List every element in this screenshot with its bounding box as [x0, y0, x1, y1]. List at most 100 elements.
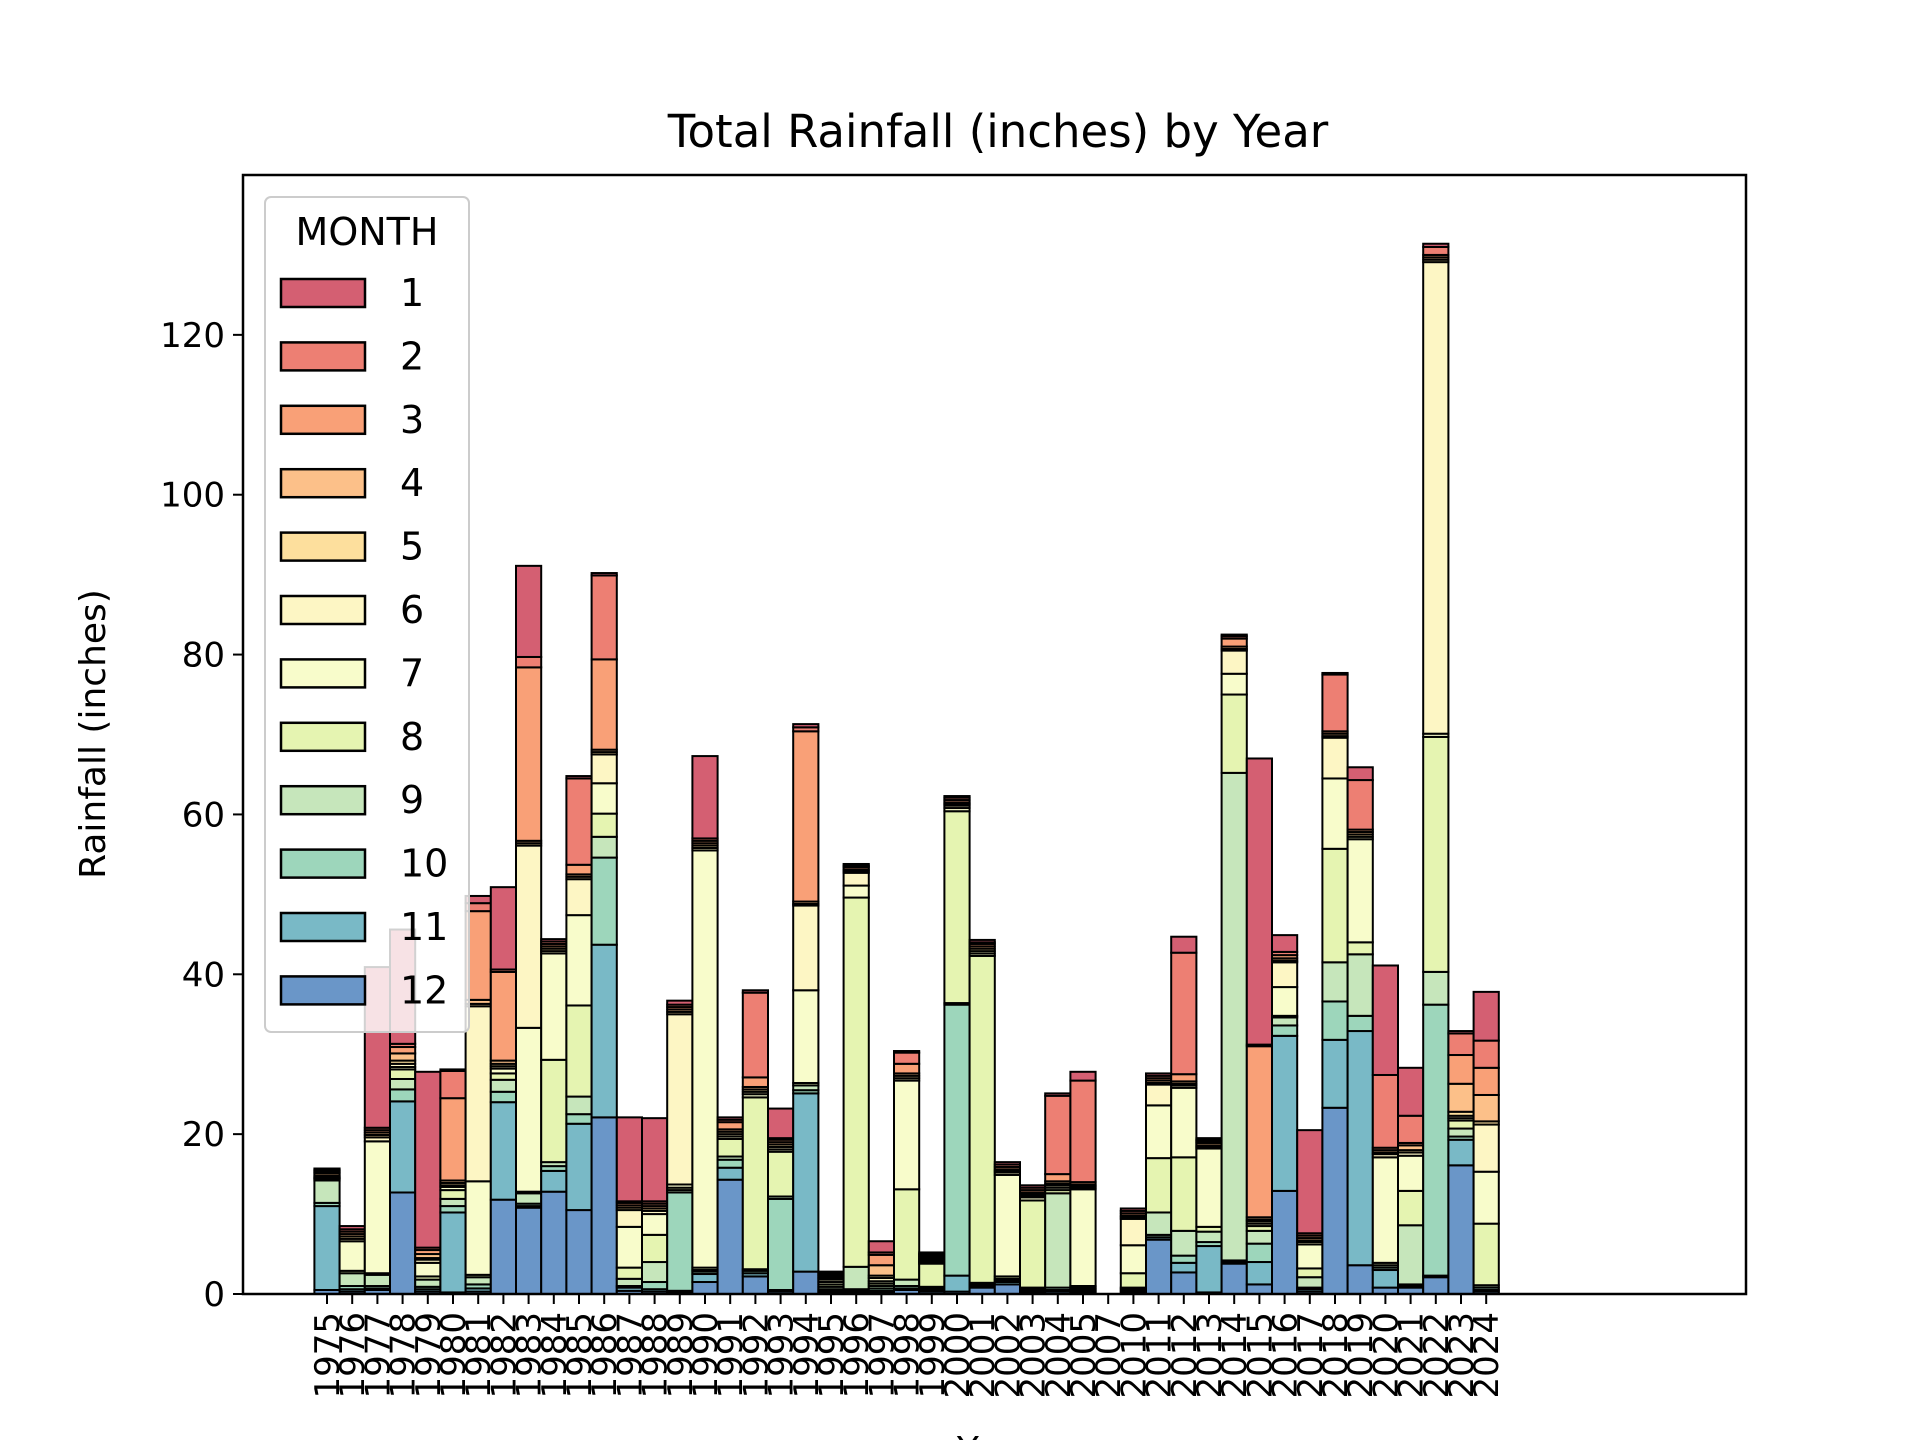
bar-segment: [1397, 1154, 1425, 1192]
bar-segment: [1019, 1184, 1047, 1189]
bar-segment: [1119, 1207, 1148, 1212]
bar-segment: [439, 1070, 467, 1100]
bar-segment: [1397, 1066, 1425, 1117]
x-tick-label: 2013: [1190, 1312, 1230, 1399]
bar-segment: [1321, 736, 1349, 780]
bar-segment: [1220, 637, 1248, 648]
bar-segment: [1447, 1164, 1475, 1295]
bar-segment: [1245, 1229, 1274, 1245]
bar-segment: [1044, 1192, 1072, 1289]
bar-segment: [641, 1233, 669, 1264]
bar-segment: [1397, 1224, 1425, 1286]
bar-segment: [1220, 693, 1248, 774]
legend-title: MONTH: [296, 210, 439, 254]
legend-label: 7: [400, 651, 424, 695]
bar-segment: [540, 938, 568, 943]
bar-segment: [1069, 1079, 1097, 1184]
bar-segment: [1447, 1032, 1475, 1057]
x-tick-label: 1976: [333, 1312, 373, 1399]
legend-swatch: [279, 531, 367, 562]
bar-segment: [1422, 735, 1450, 973]
bar-segment: [1044, 1092, 1072, 1097]
bar-segment: [1170, 951, 1198, 1076]
x-tick-label: 2016: [1266, 1312, 1306, 1399]
bar-segment: [515, 655, 543, 669]
x-tick-label: 2015: [1240, 1312, 1280, 1399]
x-tick-label: 1999: [913, 1312, 953, 1399]
bar-segment: [741, 991, 769, 1079]
bar-segment: [867, 1240, 895, 1254]
bar-segment: [1371, 1074, 1400, 1149]
x-tick-label: 1989: [661, 1312, 701, 1399]
x-tick-label: 1987: [610, 1312, 650, 1399]
bar-segment: [1069, 1188, 1097, 1288]
bar-segment: [1447, 1082, 1475, 1113]
bar-segment: [716, 1178, 744, 1295]
bar-segment: [1245, 1261, 1274, 1286]
legend-swatch: [279, 658, 367, 689]
x-tick-label: 2007: [1089, 1312, 1129, 1399]
bar-segment: [1220, 1262, 1248, 1296]
bar-segment: [1296, 1276, 1324, 1289]
x-tick-label: 2023: [1442, 1312, 1482, 1399]
bar-segment: [1170, 1271, 1198, 1296]
bar-segment: [1245, 1045, 1274, 1219]
legend-swatch: [279, 341, 367, 372]
bar-segment: [666, 1191, 694, 1292]
bar-segment: [1397, 1189, 1425, 1227]
bar-segment: [1119, 1244, 1148, 1275]
bar-segment: [515, 844, 543, 1029]
bar-segment: [565, 1095, 593, 1116]
bar-segment: [1447, 1127, 1475, 1138]
bar-segment: [615, 1277, 643, 1288]
x-tick-label: 2019: [1341, 1312, 1381, 1399]
x-tick-label: 2024: [1467, 1312, 1507, 1399]
legend-swatch: [279, 467, 367, 499]
x-tick-label: 1977: [358, 1312, 398, 1399]
y-tick-label: 40: [182, 955, 225, 995]
bar-segment: [1145, 1157, 1173, 1214]
x-tick-label: 1979: [409, 1312, 449, 1399]
bar-segment: [943, 1003, 971, 1277]
bar-segment: [867, 1253, 895, 1267]
x-tick-label: 1994: [787, 1312, 827, 1399]
x-axis: 1975197619771978197919801981198219831984…: [308, 1294, 1507, 1399]
bar-segment: [439, 1097, 467, 1182]
bar-segment: [1472, 990, 1500, 1042]
legend-label: 6: [400, 588, 424, 632]
bar-segment: [615, 1225, 643, 1269]
bar-segment: [1321, 847, 1349, 964]
bar-segment: [1397, 1114, 1425, 1144]
bar-segment: [389, 1068, 417, 1080]
bar-segment: [641, 1117, 669, 1203]
bar-segment: [1170, 1073, 1198, 1083]
bar-segment: [641, 1281, 669, 1291]
bar-segment: [565, 914, 593, 1007]
bar-segment: [464, 1180, 492, 1276]
bar-segment: [464, 1005, 492, 1183]
bar-segment: [439, 1211, 467, 1294]
y-tick-label: 120: [160, 316, 225, 356]
plot-frame: [241, 173, 1748, 1296]
bar-segment: [1170, 1261, 1198, 1274]
bar-segment: [1346, 941, 1374, 956]
bar-segment: [489, 1078, 517, 1093]
bar-segment: [1472, 1222, 1500, 1287]
legend-label: 12: [400, 968, 448, 1012]
bar-segment: [691, 1273, 719, 1284]
bar-segment: [540, 1058, 568, 1164]
bar-segment: [1220, 649, 1248, 675]
bar-segment: [590, 658, 618, 751]
bar-segment: [1371, 1269, 1400, 1289]
bar-segment: [313, 1179, 341, 1204]
bar-segment: [1321, 673, 1349, 733]
bar-segment: [716, 1116, 744, 1121]
x-tick-label: 2002: [988, 1312, 1028, 1399]
bar-segment: [1170, 1254, 1198, 1264]
x-tick-label: 2021: [1392, 1312, 1432, 1399]
bar-segment: [439, 1197, 467, 1208]
legend-label: 8: [400, 715, 424, 759]
